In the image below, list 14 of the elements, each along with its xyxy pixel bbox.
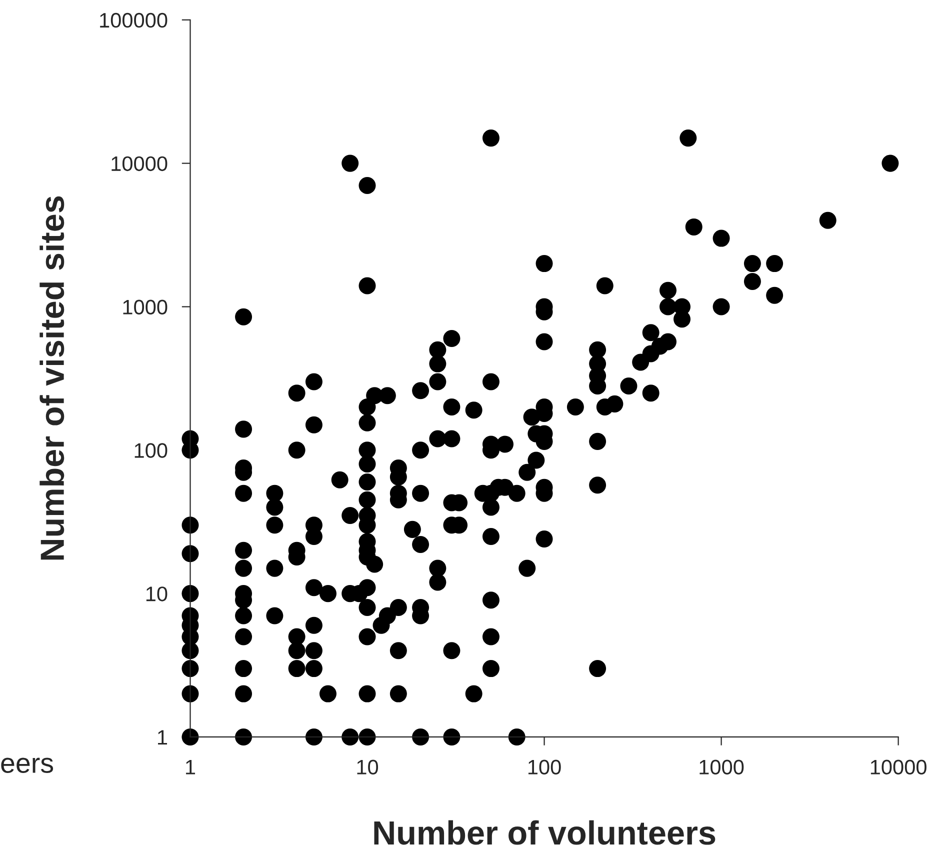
y-tick-label: 1000 xyxy=(123,300,168,314)
x-axis-title: Number of volunteers xyxy=(374,820,716,845)
x-tick-label: 100 xyxy=(528,760,561,775)
y-tick-label: 100000 xyxy=(100,12,168,28)
y-tick-label: 10 xyxy=(146,586,168,602)
y-tick-label: 1 xyxy=(158,730,167,745)
text: eers xyxy=(1,758,54,773)
x-tick-label: 1 xyxy=(186,760,196,774)
x-tick-label: 10000 xyxy=(870,760,926,775)
y-tick-label: 100 xyxy=(134,443,168,458)
y-tick-label: 10000 xyxy=(112,156,168,172)
x-tick-label: 10 xyxy=(357,760,378,775)
x-tick-label: 1000 xyxy=(700,760,744,775)
y-axis-title: Number of visited sites xyxy=(40,196,64,560)
